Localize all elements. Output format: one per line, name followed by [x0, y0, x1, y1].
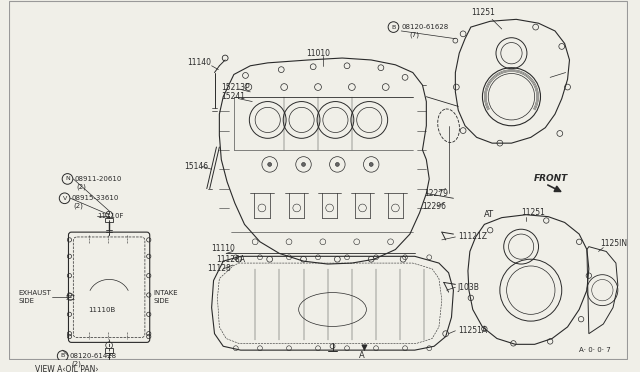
Text: (2): (2) [76, 183, 86, 190]
Text: 15241: 15241 [221, 92, 245, 101]
Text: EXHAUST: EXHAUST [18, 290, 51, 296]
Text: B: B [61, 353, 65, 359]
Text: SIDE: SIDE [154, 298, 170, 304]
Text: 11110B: 11110B [88, 307, 115, 312]
Text: B: B [391, 25, 396, 30]
Text: 11110F: 11110F [97, 213, 124, 219]
Text: 11251: 11251 [521, 208, 545, 217]
Text: (2): (2) [72, 360, 81, 367]
Text: 1125IN: 1125IN [600, 239, 628, 248]
Text: AT: AT [484, 210, 495, 219]
Text: 15213P: 15213P [221, 83, 250, 92]
Text: 08120-61628: 08120-61628 [401, 24, 449, 30]
Text: 08911-20610: 08911-20610 [74, 176, 122, 182]
Text: SIDE: SIDE [18, 298, 34, 304]
Text: A· 0· 0· 7: A· 0· 0· 7 [579, 347, 611, 353]
Bar [105, 348, 113, 353]
Circle shape [268, 163, 271, 166]
Text: 11251: 11251 [471, 8, 495, 17]
Text: A: A [358, 352, 364, 360]
Text: J103B: J103B [458, 283, 479, 292]
Text: 08915-33610: 08915-33610 [72, 195, 119, 201]
Text: FRONT: FRONT [534, 174, 568, 183]
Text: V: V [63, 196, 67, 201]
Text: 11110: 11110 [212, 244, 236, 253]
Circle shape [335, 163, 339, 166]
Text: 11010: 11010 [307, 49, 330, 58]
Text: INTAKE: INTAKE [154, 290, 178, 296]
Text: 08120-61428: 08120-61428 [70, 353, 116, 359]
Circle shape [301, 163, 305, 166]
Text: 12296: 12296 [422, 202, 447, 211]
Text: 11140: 11140 [188, 58, 211, 67]
Text: VIEW A‹OIL PAN›: VIEW A‹OIL PAN› [35, 365, 99, 372]
Text: (7): (7) [409, 32, 419, 38]
Text: 11251A: 11251A [458, 326, 488, 335]
Text: (2): (2) [74, 203, 83, 209]
Text: 15146: 15146 [184, 162, 209, 171]
Circle shape [369, 163, 373, 166]
Bar [105, 218, 113, 222]
Text: 11128: 11128 [207, 264, 230, 273]
Text: 11121Z: 11121Z [458, 232, 487, 241]
Text: 12279: 12279 [424, 189, 449, 198]
FancyBboxPatch shape [68, 232, 150, 342]
Text: 11128A: 11128A [216, 255, 246, 264]
Text: N: N [65, 176, 70, 182]
